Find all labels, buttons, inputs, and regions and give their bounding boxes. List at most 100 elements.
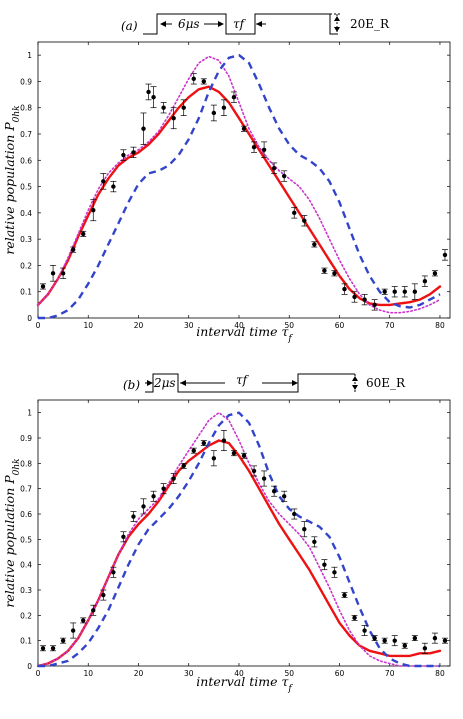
data-point bbox=[91, 608, 96, 613]
data-point bbox=[171, 116, 176, 121]
x-axis-label: interval time τf bbox=[196, 324, 293, 344]
y-tick-label: 0.5 bbox=[20, 183, 32, 192]
data-point bbox=[221, 105, 227, 110]
interval-label-b: τf bbox=[236, 373, 250, 387]
data-point bbox=[121, 152, 126, 158]
data-point bbox=[372, 635, 377, 641]
y-tick-label: 0.4 bbox=[20, 561, 32, 570]
series-solid-line bbox=[36, 85, 442, 307]
y-tick-label: 0.2 bbox=[20, 611, 32, 620]
data-point bbox=[312, 242, 317, 247]
data-point bbox=[271, 489, 277, 494]
panel-label-b: (b) bbox=[123, 378, 140, 392]
data-point bbox=[342, 286, 347, 292]
data-point bbox=[161, 105, 166, 110]
data-point bbox=[171, 476, 176, 481]
x-tick-label: 20 bbox=[134, 669, 144, 678]
y-tick-label: 0.8 bbox=[20, 104, 32, 113]
data-point bbox=[211, 456, 217, 461]
x-tick-label: 20 bbox=[134, 321, 144, 330]
y-tick-label: 1 bbox=[27, 51, 32, 60]
y-axis-label: relative population P0hk bbox=[2, 458, 22, 607]
x-tick-label: 80 bbox=[435, 321, 445, 330]
pulse-diagram-b: (b) 2μs τf 60E_R bbox=[123, 373, 406, 393]
data-point bbox=[392, 638, 397, 643]
data-point bbox=[70, 628, 76, 633]
data-point bbox=[241, 126, 247, 131]
data-point bbox=[292, 210, 297, 216]
data-point bbox=[50, 646, 56, 651]
pulse-width-label-b: 2μs bbox=[153, 376, 176, 390]
data-point bbox=[161, 486, 166, 491]
data-point bbox=[332, 570, 337, 575]
data-point bbox=[181, 463, 186, 469]
data-point bbox=[50, 271, 56, 276]
data-point bbox=[141, 126, 146, 131]
y-tick-label: 0.9 bbox=[20, 77, 32, 86]
data-point bbox=[40, 284, 46, 289]
series-dotted-line bbox=[37, 411, 441, 667]
data-point bbox=[372, 302, 377, 308]
x-tick-label: 0 bbox=[36, 669, 41, 678]
data-point bbox=[281, 494, 287, 499]
x-tick-label: 60 bbox=[335, 321, 345, 330]
y-tick-label: 0.8 bbox=[20, 459, 32, 468]
data-point bbox=[412, 635, 418, 641]
data-point bbox=[191, 448, 196, 453]
data-point bbox=[60, 638, 66, 643]
data-point bbox=[151, 95, 156, 100]
data-point bbox=[131, 514, 136, 519]
data-point bbox=[271, 165, 277, 171]
x-tick-label: 60 bbox=[335, 669, 345, 678]
plot-frame bbox=[37, 41, 451, 319]
panel-label-a: (a) bbox=[121, 19, 138, 33]
data-point bbox=[201, 440, 207, 446]
data-point bbox=[392, 289, 397, 294]
data-point bbox=[121, 534, 126, 539]
pulse-diagram-a: (a) 6μs τf 20E_R bbox=[121, 13, 390, 35]
data-point bbox=[332, 271, 337, 276]
data-point bbox=[422, 646, 428, 651]
data-point bbox=[191, 76, 196, 82]
data-point bbox=[352, 615, 357, 621]
data-point bbox=[292, 511, 297, 517]
series-solid-line bbox=[36, 439, 442, 668]
interval-label-a: τf bbox=[233, 17, 247, 31]
x-tick-label: 80 bbox=[435, 669, 445, 678]
data-point bbox=[302, 218, 307, 223]
data-point bbox=[211, 110, 217, 116]
data-point bbox=[342, 592, 347, 598]
y-tick-label: 0.4 bbox=[20, 209, 32, 218]
data-point bbox=[412, 289, 418, 294]
x-tick-label: 40 bbox=[234, 669, 244, 678]
data-point bbox=[146, 89, 151, 95]
x-axis-label: interval time τf bbox=[196, 674, 293, 694]
y-tick-label: 0.6 bbox=[20, 510, 32, 519]
depth-label-a: 20E_R bbox=[350, 17, 390, 31]
data-point bbox=[151, 494, 156, 499]
y-tick-label: 0 bbox=[27, 662, 32, 671]
data-point bbox=[422, 279, 428, 284]
x-tick-label: 30 bbox=[184, 321, 194, 330]
data-point bbox=[261, 147, 267, 152]
y-tick-label: 0.7 bbox=[20, 130, 32, 139]
data-point bbox=[382, 638, 387, 643]
x-tick-label: 50 bbox=[284, 321, 294, 330]
series-dashed-line bbox=[38, 53, 441, 320]
y-tick-label: 0.9 bbox=[20, 434, 32, 443]
data-point bbox=[432, 635, 438, 641]
y-tick-label: 0.5 bbox=[20, 535, 32, 544]
x-tick-label: 30 bbox=[184, 669, 194, 678]
y-tick-label: 0.3 bbox=[20, 586, 32, 595]
data-point bbox=[101, 179, 106, 184]
y-tick-label: 0.7 bbox=[20, 485, 32, 494]
x-tick-label: 70 bbox=[385, 321, 395, 330]
data-point bbox=[91, 208, 96, 213]
data-point bbox=[241, 453, 247, 458]
x-tick-label: 0 bbox=[36, 321, 41, 330]
y-tick-label: 0.3 bbox=[20, 235, 32, 244]
data-point bbox=[251, 144, 257, 150]
y-tick-label: 0 bbox=[27, 314, 32, 323]
data-point bbox=[231, 451, 237, 456]
